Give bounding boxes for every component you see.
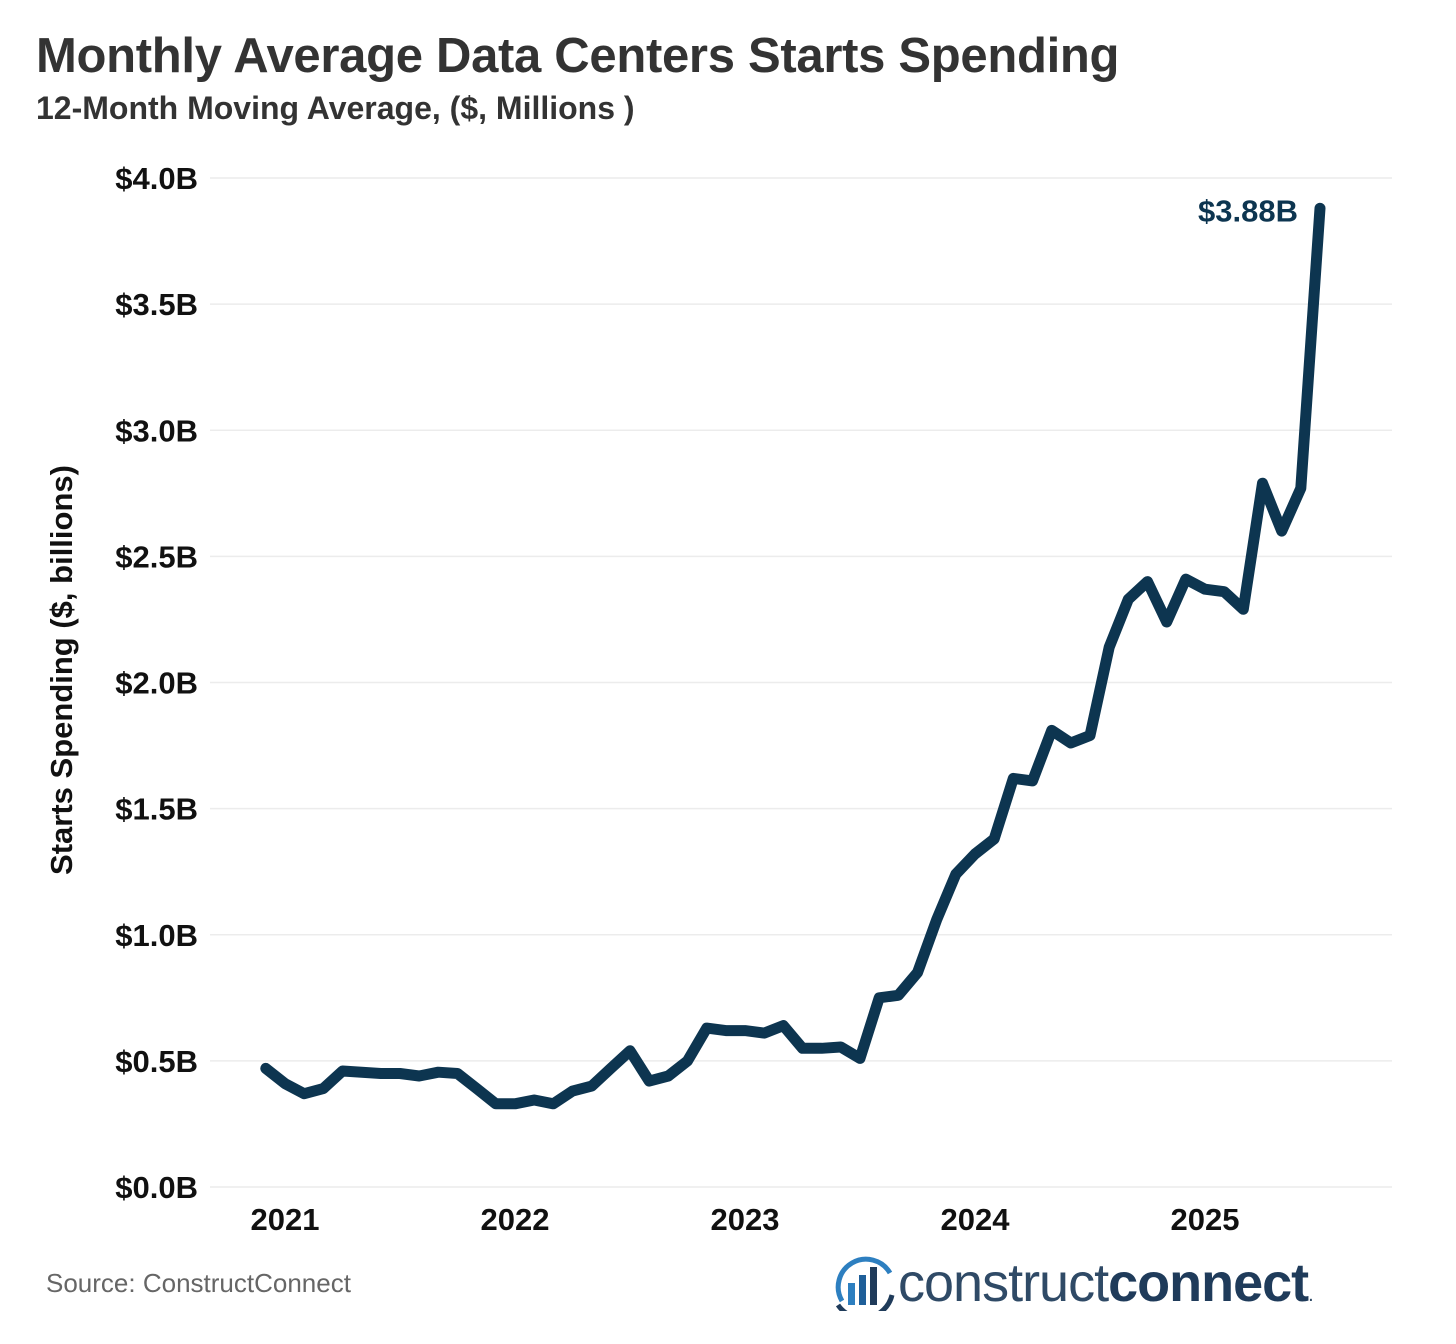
chart-title: Monthly Average Data Centers Starts Spen… <box>36 29 1120 83</box>
logo-bars-icon <box>835 1256 895 1311</box>
last-value-label: $3.88B <box>1198 193 1298 228</box>
series-line <box>260 202 1326 1110</box>
logo-text-construct: construct <box>898 1253 1109 1313</box>
y-tick-label: $0.0B <box>115 1170 198 1205</box>
constructconnect-logo: constructconnect. <box>834 1252 1314 1314</box>
y-axis-ticks: $0.0B $0.5B $1.0B $1.5B $2.0B $2.5B $3.0B $3.5B… <box>115 161 198 1205</box>
source-note: Source: ConstructConnect <box>46 1268 351 1298</box>
y-tick-label: $0.5B <box>115 1044 198 1079</box>
x-tick-label: 2022 <box>481 1202 550 1237</box>
y-tick-label: $4.0B <box>115 161 198 196</box>
y-tick-label: $2.0B <box>115 666 198 701</box>
y-tick-label: $1.5B <box>115 792 198 827</box>
y-tick-label: $1.0B <box>115 918 198 953</box>
y-tick-label: $3.5B <box>115 287 198 322</box>
logo-text-connect: connect <box>1108 1253 1309 1313</box>
y-tick-label: $2.5B <box>115 539 198 574</box>
x-axis-ticks: 2021 2022 2023 2024 2025 <box>251 1202 1240 1237</box>
series-points <box>265 208 1321 1104</box>
x-tick-label: 2021 <box>251 1202 320 1237</box>
logo-mark: . <box>1308 1284 1313 1306</box>
y-tick-label: $3.0B <box>115 413 198 448</box>
gridlines <box>210 177 1392 1188</box>
chart-subtitle: 12-Month Moving Average, ($, Millions ) <box>36 90 635 126</box>
x-tick-label: 2025 <box>1171 1202 1240 1237</box>
y-axis-label: Starts Spending ($, billions) <box>44 465 79 875</box>
x-tick-label: 2023 <box>711 1202 780 1237</box>
x-tick-label: 2024 <box>941 1202 1011 1237</box>
